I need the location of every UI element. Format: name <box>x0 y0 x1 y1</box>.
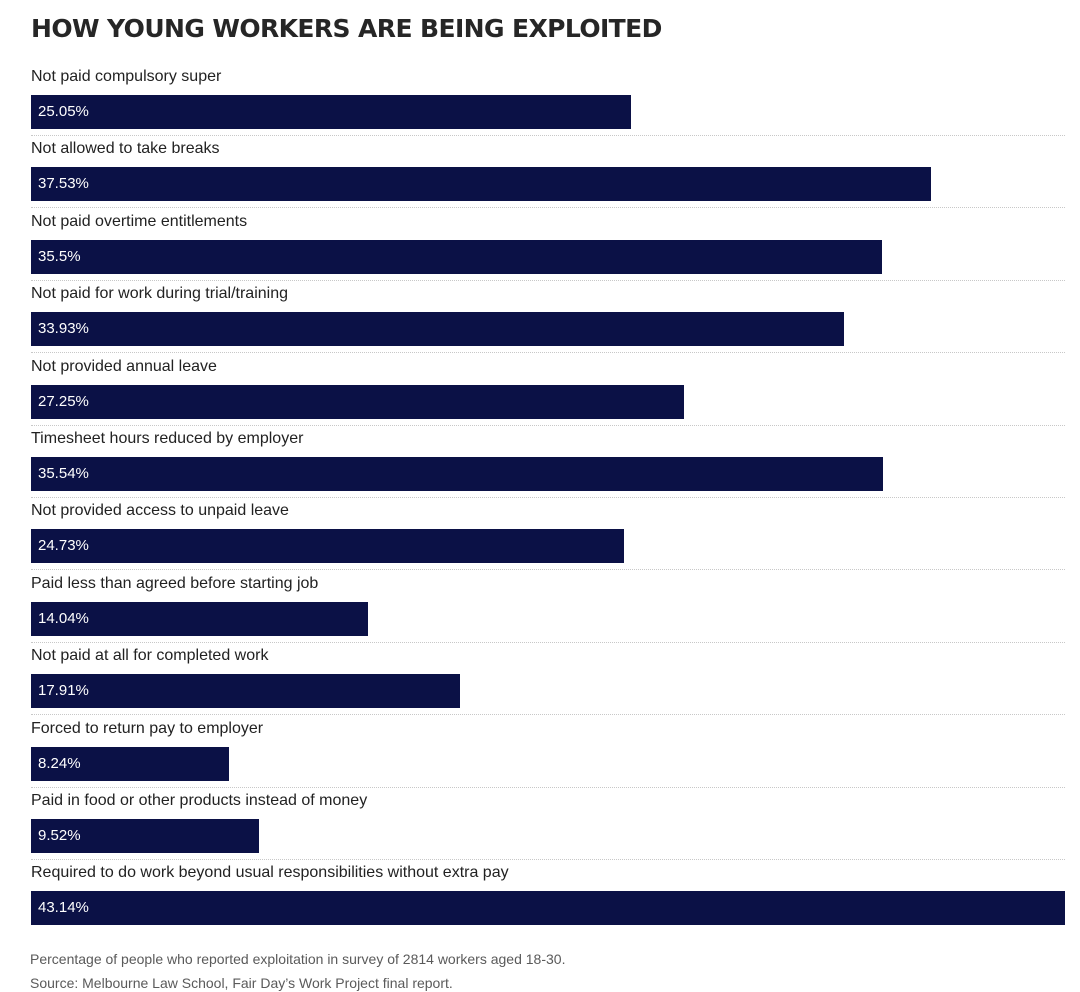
survey-note: Percentage of people who reported exploi… <box>30 951 566 967</box>
category-label: Required to do work beyond usual respons… <box>31 864 509 882</box>
row-divider <box>31 714 1065 716</box>
bar: 14.04% <box>31 601 368 636</box>
category-label: Paid in food or other products instead o… <box>31 791 368 809</box>
bar: 35.54% <box>31 456 883 491</box>
chart-row: Not paid at all for completed work 17.91% <box>31 643 1065 716</box>
category-label: Not paid at all for completed work <box>31 647 269 665</box>
bar: 27.25% <box>31 384 685 419</box>
chart-title: HOW YOUNG WORKERS ARE BEING EXPLOITED <box>31 14 662 43</box>
source-note: Source: Melbourne Law School, Fair Day’s… <box>30 975 453 991</box>
category-label: Not provided access to unpaid leave <box>31 502 289 520</box>
chart-row: Timesheet hours reduced by employer 35.54… <box>31 426 1065 498</box>
chart-row: Not paid compulsory super 25.05% <box>31 64 1065 136</box>
category-label: Forced to return pay to employer <box>31 719 264 737</box>
category-label: Not provided annual leave <box>31 357 217 375</box>
row-divider <box>31 569 1065 571</box>
value-label: 24.73% <box>38 537 89 555</box>
chart-row: Not paid overtime entitlements 35.5% <box>31 209 1065 281</box>
chart-row: Not provided access to unpaid leave 24.73… <box>31 498 1065 571</box>
chart-row: Not allowed to take breaks 37.53% <box>31 136 1065 209</box>
bar: 9.52% <box>31 818 260 853</box>
category-label: Paid less than agreed before starting jo… <box>31 574 319 592</box>
value-label: 37.53% <box>38 175 89 193</box>
row-divider <box>31 207 1065 209</box>
bar: 37.53% <box>31 167 931 202</box>
bar: 35.5% <box>31 239 882 274</box>
value-label: 17.91% <box>38 682 89 700</box>
bar: 25.05% <box>31 95 632 129</box>
row-divider <box>31 279 1065 281</box>
chart-row: Required to do work beyond usual respons… <box>31 860 1065 932</box>
row-divider <box>31 641 1065 643</box>
value-label: 27.25% <box>38 392 89 410</box>
row-divider <box>31 135 1065 136</box>
row-divider <box>31 424 1065 426</box>
chart-row: Paid less than agreed before starting jo… <box>31 571 1065 643</box>
category-label: Timesheet hours reduced by employer <box>31 429 304 447</box>
chart-row: Not provided annual leave 27.25% <box>31 354 1065 426</box>
value-label: 43.14% <box>38 899 89 917</box>
bar: 43.14% <box>31 891 1065 926</box>
bar: 17.91% <box>31 674 461 709</box>
value-label: 8.24% <box>38 754 81 772</box>
value-label: 33.93% <box>38 320 89 338</box>
bar: 33.93% <box>31 312 845 347</box>
row-divider <box>31 352 1065 354</box>
chart-row: Forced to return pay to employer 8.24% <box>31 716 1065 788</box>
row-divider <box>31 858 1065 860</box>
bar: 24.73% <box>31 529 624 564</box>
row-divider <box>31 496 1065 498</box>
category-label: Not allowed to take breaks <box>31 140 220 158</box>
chart-row: Paid in food or other products instead o… <box>31 788 1065 860</box>
row-divider <box>31 786 1065 788</box>
category-label: Not paid for work during trial/training <box>31 285 289 303</box>
bar-chart: Not paid compulsory super 25.05% Not allow… <box>31 64 1065 933</box>
value-label: 25.05% <box>38 103 89 120</box>
category-label: Not paid overtime entitlements <box>31 212 248 230</box>
value-label: 14.04% <box>38 609 89 627</box>
value-label: 35.54% <box>38 464 89 482</box>
category-label: Not paid compulsory super <box>31 68 222 85</box>
value-label: 35.5% <box>38 247 81 265</box>
bar: 8.24% <box>31 746 229 781</box>
value-label: 9.52% <box>38 826 81 844</box>
chart-row: Not paid for work during trial/training 3… <box>31 281 1065 354</box>
